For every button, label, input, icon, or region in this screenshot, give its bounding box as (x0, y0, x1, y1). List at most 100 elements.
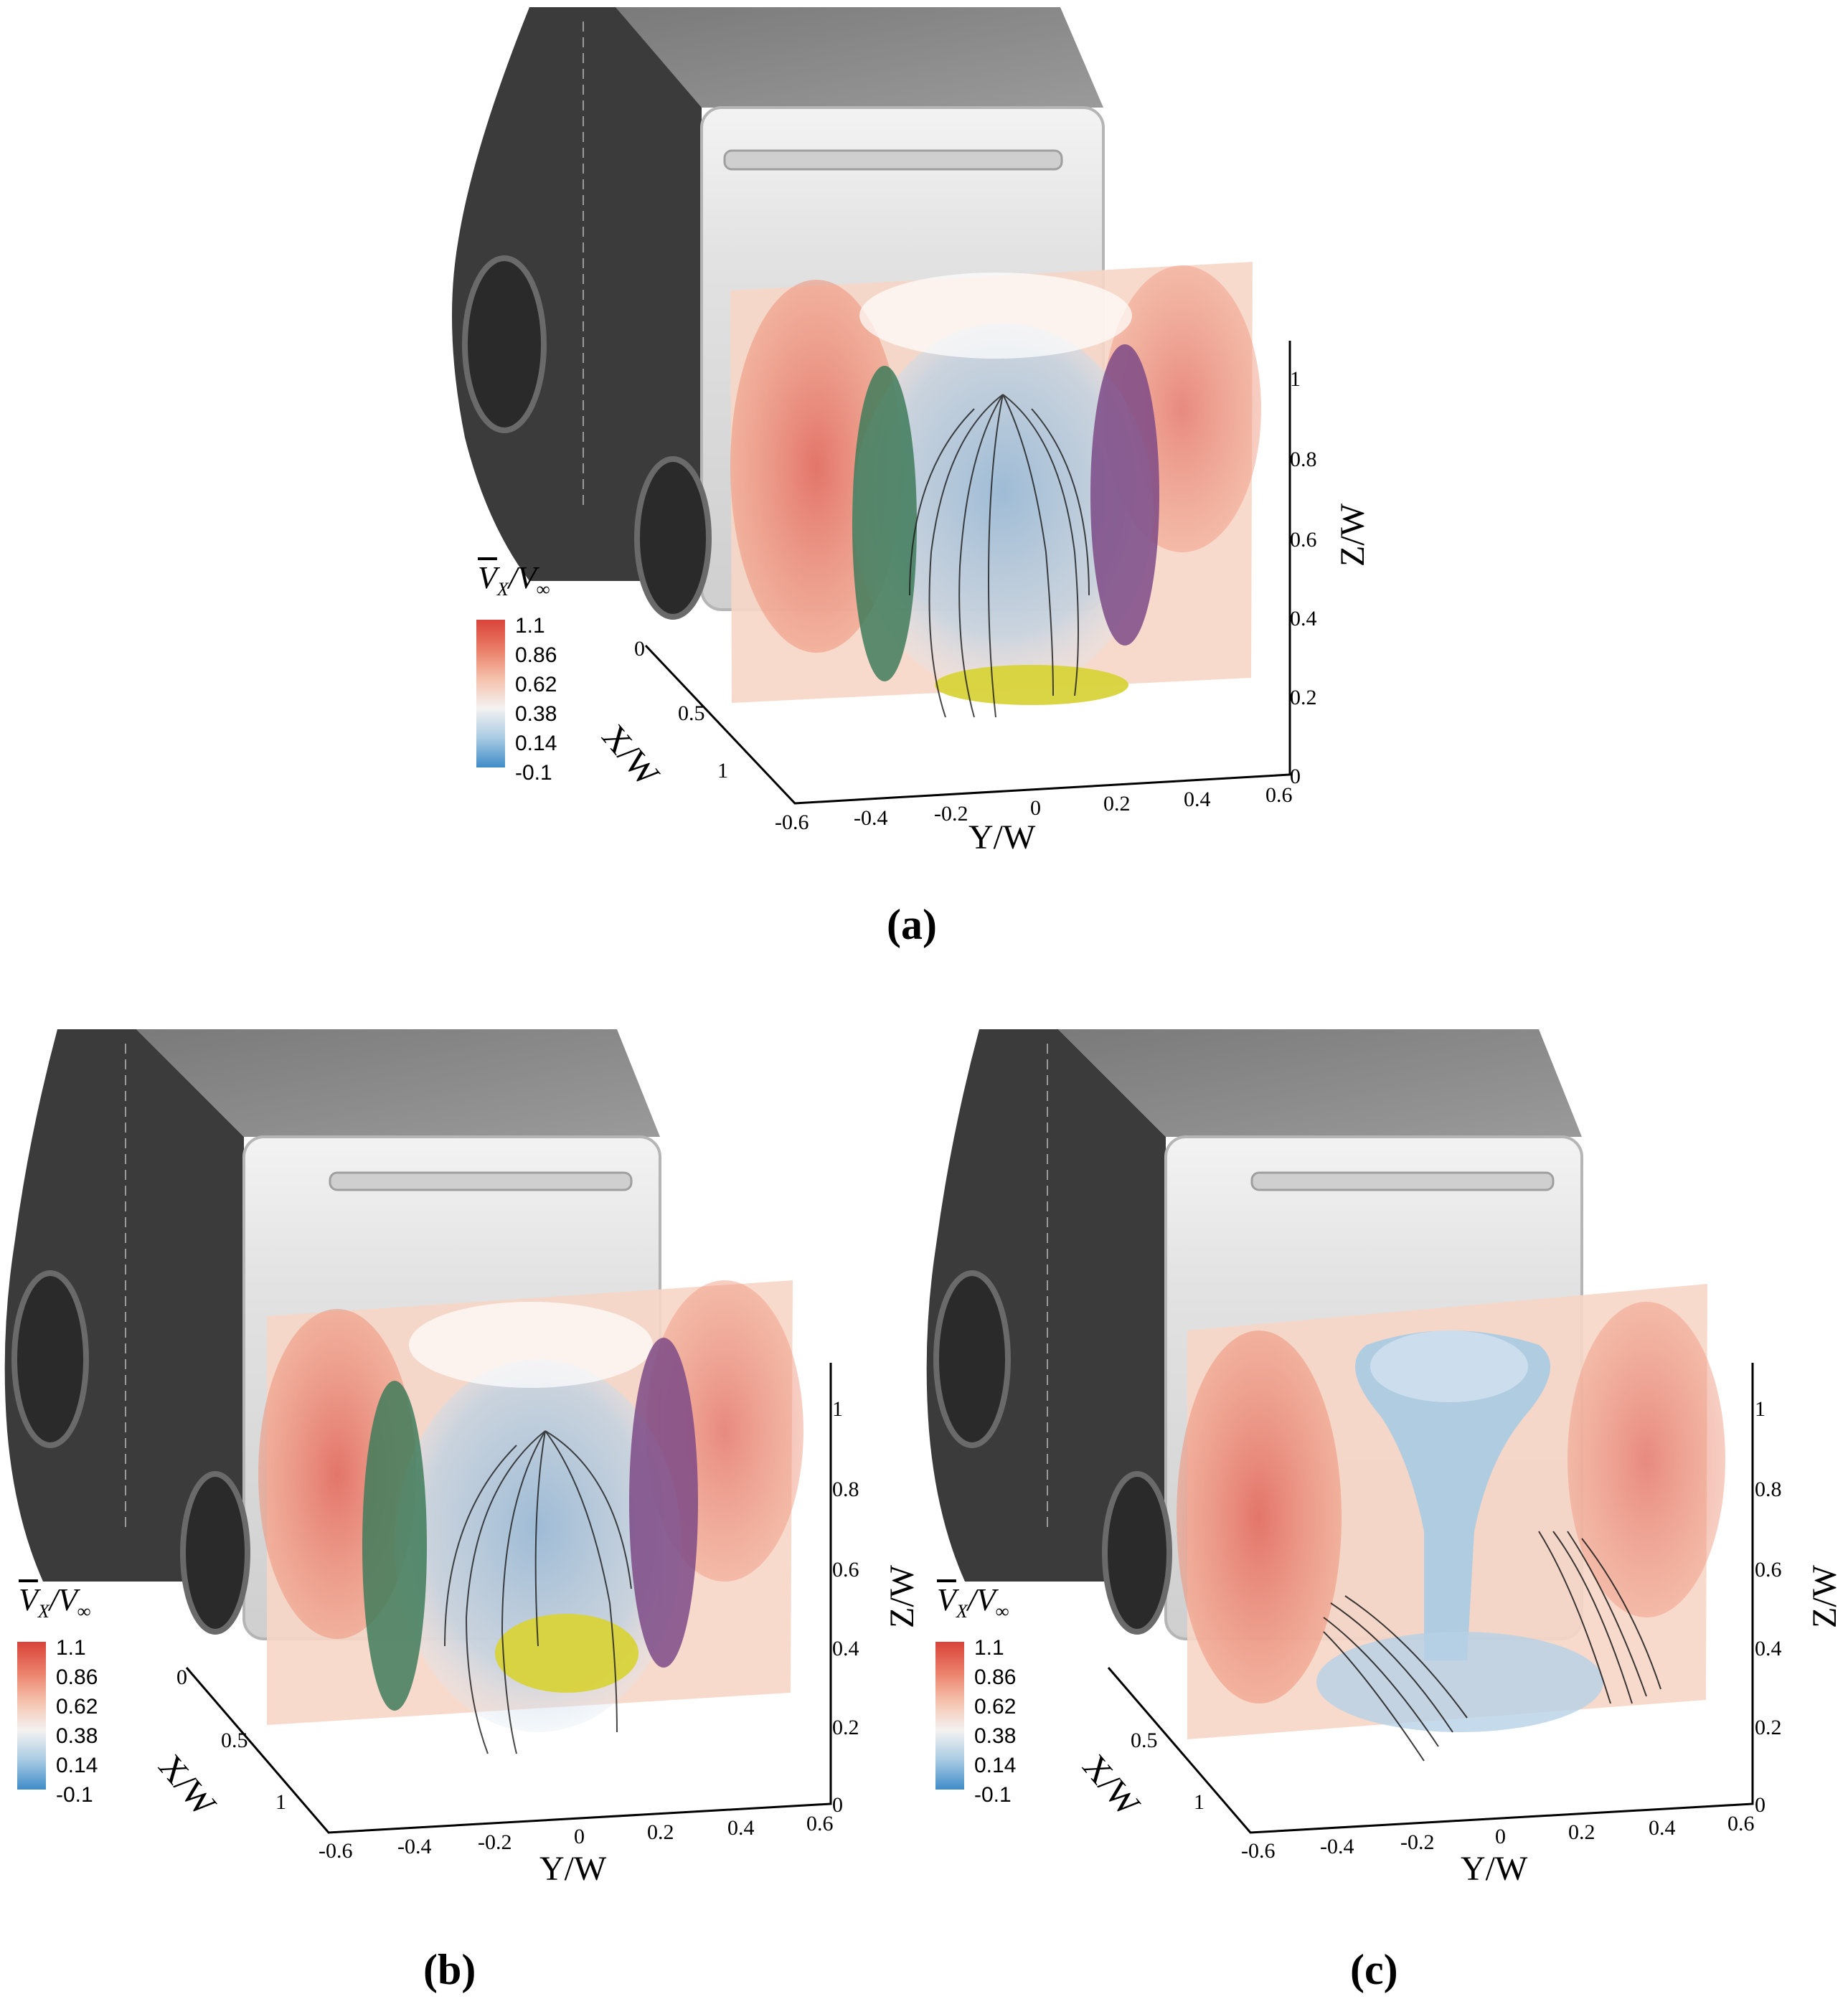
y-tick: 0.4 (1649, 1816, 1676, 1840)
colorbar-b: VX/V∞ 1.1 0.86 0.62 0.38 0.14 -0.1 (11, 1582, 155, 1811)
z-axis-title: Z/W (883, 1565, 921, 1628)
colorbar-title: VX/V∞ (19, 1582, 91, 1622)
y-tick: 0.6 (1727, 1812, 1755, 1835)
axes-3d (1107, 1363, 1754, 1834)
colorbar-level: 0.62 (56, 1695, 98, 1719)
caption-a: (a) (887, 901, 937, 948)
colorbar-title: VX/V∞ (478, 560, 550, 600)
colorbar-gradient (17, 1642, 46, 1790)
colorbar-level: 1.1 (515, 614, 545, 638)
streamlines (444, 1430, 632, 1754)
caption-c: (c) (1350, 1946, 1398, 1993)
colorbar-level: 0.38 (515, 702, 557, 726)
vortex-left (362, 1381, 427, 1711)
colorbar-gradient (476, 620, 505, 767)
z-tick: 0.2 (1755, 1716, 1782, 1739)
velocity-plane (258, 1280, 803, 1754)
panel-a (452, 7, 1291, 805)
colorbar-level: 0.38 (974, 1724, 1017, 1748)
z-tick: 0.2 (1290, 686, 1317, 709)
z-tick: 1 (1290, 367, 1301, 391)
y-tick: -0.4 (1320, 1835, 1354, 1858)
y-tick: 0 (574, 1825, 585, 1848)
colorbar-level: 1.1 (974, 1636, 1004, 1660)
axes-3d (644, 341, 1291, 805)
z-tick: 0.4 (1755, 1637, 1782, 1660)
colorbar-level: 0.62 (515, 673, 557, 696)
streamlines (909, 394, 1090, 718)
z-tick: 0.8 (1290, 448, 1317, 471)
y-tick: -0.6 (319, 1839, 353, 1863)
y-tick: 0 (1495, 1825, 1506, 1848)
panel-c (926, 1029, 1754, 1834)
z-tick: 0.4 (1290, 607, 1317, 630)
x-tick: 0.5 (221, 1729, 248, 1752)
z-tick: 0.6 (1755, 1558, 1782, 1582)
z-tick: 0 (832, 1793, 843, 1817)
colorbar-level: 0.86 (515, 643, 557, 667)
colorbar-level: 0.86 (56, 1665, 98, 1689)
caption-b: (b) (423, 1946, 476, 1993)
streamlines (1323, 1531, 1661, 1762)
x-tick: 1 (717, 759, 728, 783)
velocity-plane (1177, 1284, 1725, 1762)
colorbar-level: 0.38 (56, 1724, 98, 1748)
z-tick: 1 (1755, 1397, 1766, 1421)
z-tick: 1 (832, 1397, 843, 1421)
x-tick: 0 (176, 1665, 187, 1689)
y-tick: -0.4 (397, 1835, 432, 1858)
z-tick: 0.6 (1290, 528, 1317, 552)
axes-3d (185, 1363, 832, 1834)
x-tick: 0.5 (1131, 1729, 1158, 1752)
z-axis-title: Z/W (1334, 504, 1372, 567)
colorbar-level: -0.1 (515, 761, 552, 785)
y-tick: -0.4 (854, 806, 888, 830)
y-tick: 0.4 (1184, 788, 1211, 811)
z-axis-title: Z/W (1806, 1565, 1844, 1628)
y-axis-title: Y/W (968, 818, 1036, 856)
z-tick: 0.8 (832, 1478, 859, 1501)
y-tick: 0.2 (647, 1820, 674, 1844)
colorbar-level: -0.1 (974, 1783, 1012, 1807)
z-tick: 0.4 (832, 1637, 859, 1660)
y-tick: 0.6 (806, 1812, 834, 1835)
y-tick: -0.2 (478, 1830, 512, 1854)
colorbar-level: 0.62 (974, 1695, 1017, 1719)
y-tick: -0.6 (775, 810, 809, 834)
y-tick: 0.6 (1265, 783, 1293, 807)
y-tick: 0.4 (727, 1816, 755, 1840)
y-tick: -0.2 (1400, 1830, 1435, 1854)
y-tick: 0 (1030, 796, 1041, 820)
y-axis-title: Y/W (539, 1850, 607, 1888)
velocity-plane (730, 262, 1261, 718)
colorbar-c: VX/V∞ 1.1 0.86 0.62 0.38 0.14 -0.1 (930, 1582, 1073, 1811)
y-tick: 0.2 (1568, 1820, 1595, 1844)
y-tick: 0.2 (1103, 792, 1131, 816)
z-tick: 0.2 (832, 1716, 859, 1739)
x-tick: 0.5 (678, 701, 705, 725)
y-tick: -0.6 (1241, 1839, 1276, 1863)
x-tick: 1 (1194, 1790, 1204, 1814)
colorbar-gradient (935, 1642, 964, 1790)
z-tick: 0 (1755, 1793, 1766, 1817)
colorbar-level: 0.14 (56, 1754, 98, 1777)
z-tick: 0.6 (832, 1558, 859, 1582)
x-tick: 1 (275, 1790, 286, 1814)
colorbar-level: 1.1 (56, 1636, 86, 1660)
colorbar-level: 0.86 (974, 1665, 1017, 1689)
y-tick: -0.2 (934, 802, 968, 826)
colorbar-level: -0.1 (56, 1783, 93, 1807)
vortex-right (1090, 344, 1159, 646)
colorbar-a: VX/V∞ 1.1 0.86 0.62 0.38 0.14 -0.1 (471, 559, 614, 789)
colorbar-level: 0.14 (515, 732, 557, 755)
vortex-top (1370, 1331, 1528, 1402)
vortex-right (629, 1338, 698, 1668)
panel-b (4, 1029, 832, 1834)
colorbar-level: 0.14 (974, 1754, 1017, 1777)
z-tick: 0.8 (1755, 1478, 1782, 1501)
x-tick: 0 (634, 637, 645, 661)
y-axis-title: Y/W (1461, 1850, 1528, 1888)
vortex-bottom (935, 665, 1128, 705)
colorbar-title: VX/V∞ (937, 1582, 1009, 1622)
vortex-left (852, 366, 917, 681)
